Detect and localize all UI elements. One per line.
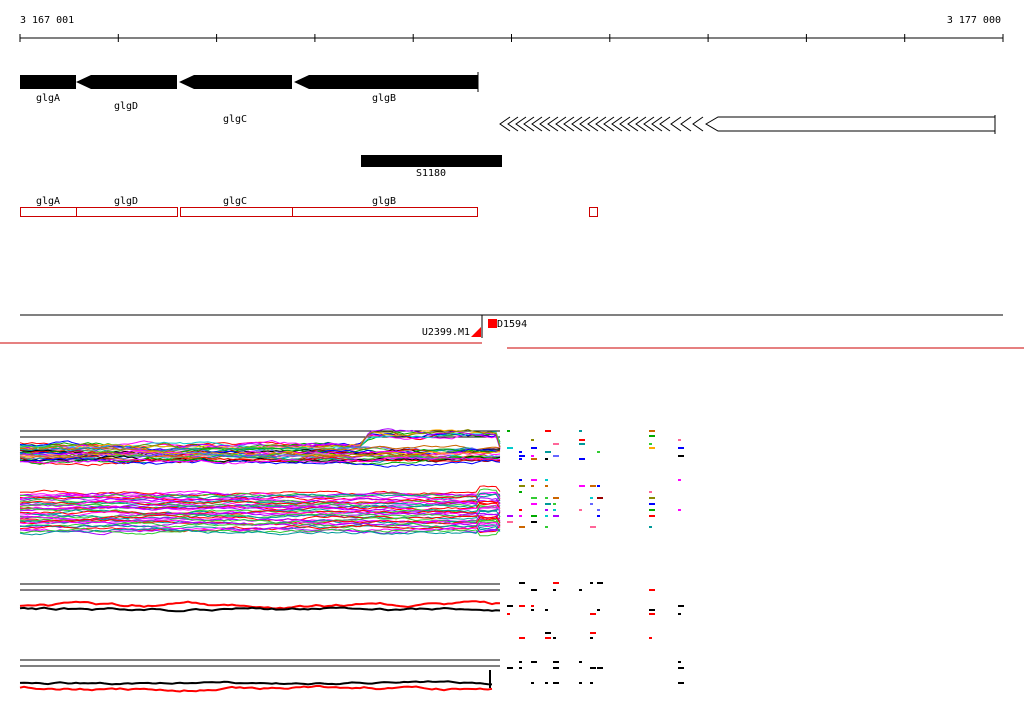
expression-trace-red bbox=[19, 600, 501, 610]
chevron-arrow bbox=[499, 116, 511, 132]
open-feature bbox=[499, 115, 996, 134]
chevron-arrow bbox=[579, 116, 591, 132]
expression-track-2 bbox=[19, 479, 681, 537]
chevron-arrow bbox=[555, 116, 567, 132]
annotation-glgC-box[interactable] bbox=[180, 207, 293, 217]
expression-trace bbox=[19, 451, 501, 462]
gene-glgD-arrow[interactable] bbox=[76, 75, 177, 89]
expression-trace bbox=[19, 498, 501, 506]
expression-trace-red bbox=[19, 685, 493, 693]
chevron-arrow bbox=[643, 116, 655, 132]
chevron-arrow bbox=[587, 116, 599, 132]
probe-label-right: D1594 bbox=[497, 319, 527, 330]
chevron-arrow bbox=[539, 116, 551, 132]
chevron-arrow bbox=[515, 116, 527, 132]
gene-glgD-label: glgD bbox=[114, 101, 138, 112]
chevron-arrow bbox=[692, 116, 704, 132]
expression-trace bbox=[20, 505, 501, 521]
expression-trace bbox=[19, 492, 501, 506]
gene-glgC-arrow[interactable] bbox=[179, 75, 292, 89]
expression-trace bbox=[19, 493, 501, 501]
expression-trace bbox=[19, 517, 501, 524]
chevron-arrow bbox=[531, 116, 543, 132]
annotation-glgA-label: glgA bbox=[36, 196, 60, 207]
open-feature-body[interactable] bbox=[705, 116, 996, 132]
chevron-arrow bbox=[619, 116, 631, 132]
expression-trace bbox=[19, 509, 501, 521]
chevron-arrow bbox=[611, 116, 623, 132]
expression-track-4 bbox=[19, 659, 684, 693]
expression-track-1 bbox=[19, 428, 684, 468]
probe-track: U2399.M1 D1594 bbox=[0, 314, 1024, 349]
chevron-arrow bbox=[507, 116, 519, 132]
annotation-glgD-box[interactable] bbox=[76, 207, 178, 217]
chevron-arrow bbox=[571, 116, 583, 132]
probe-marker-right[interactable] bbox=[488, 319, 497, 328]
annotation-glgD-label: glgD bbox=[114, 196, 138, 207]
expression-trace bbox=[19, 526, 501, 536]
chevron-arrow bbox=[595, 116, 607, 132]
gene-glgA-arrow[interactable] bbox=[20, 75, 76, 89]
probe-marker-left[interactable] bbox=[471, 327, 481, 337]
expression-trace bbox=[19, 502, 501, 510]
expression-trace bbox=[19, 455, 501, 464]
chevron-arrows bbox=[499, 116, 704, 132]
gene-track: glgA glgD glgC glgB bbox=[20, 72, 479, 125]
probe-label-left: U2399.M1 bbox=[422, 327, 470, 338]
chevron-arrow bbox=[635, 116, 647, 132]
annotation-glgA-box[interactable] bbox=[20, 207, 77, 217]
expression-trace-black bbox=[19, 606, 501, 613]
antisense-feature: S1180 bbox=[361, 155, 502, 179]
expression-trace bbox=[19, 451, 501, 462]
chevron-arrow bbox=[523, 116, 535, 132]
annotation-track: glgA glgD glgC glgB bbox=[20, 196, 598, 217]
coordinate-ruler: 3 167 001 3 177 000 bbox=[19, 15, 1004, 42]
annotation-small-box[interactable] bbox=[589, 207, 598, 217]
chevron-arrow bbox=[547, 116, 559, 132]
gene-glgB-label: glgB bbox=[372, 93, 396, 104]
annotation-glgC-label: glgC bbox=[223, 196, 247, 207]
chevron-arrow bbox=[651, 116, 663, 132]
expression-trace bbox=[19, 431, 501, 450]
chevron-arrow bbox=[603, 116, 615, 132]
gene-glgA-label: glgA bbox=[36, 93, 60, 104]
expression-trace bbox=[19, 491, 501, 503]
annotation-glgB-label: glgB bbox=[372, 196, 396, 207]
ruler-start-label: 3 167 001 bbox=[20, 15, 74, 26]
chevron-arrow bbox=[670, 116, 682, 132]
expression-trace-black bbox=[19, 680, 493, 686]
chevron-arrow bbox=[659, 116, 671, 132]
gene-glgB-arrow[interactable] bbox=[294, 75, 478, 89]
gene-glgC-label: glgC bbox=[223, 114, 247, 125]
chevron-arrow bbox=[563, 116, 575, 132]
ruler-ticks bbox=[19, 34, 1004, 42]
ruler-end-label: 3 177 000 bbox=[947, 15, 1001, 26]
expression-trace bbox=[19, 491, 501, 503]
antisense-feature-label: S1180 bbox=[416, 168, 446, 179]
chevron-arrow bbox=[680, 116, 692, 132]
annotation-glgB-box[interactable] bbox=[292, 207, 478, 217]
antisense-feature-bar[interactable] bbox=[361, 155, 502, 167]
chevron-arrow bbox=[627, 116, 639, 132]
expression-trace bbox=[19, 497, 501, 509]
expression-track-3 bbox=[19, 582, 684, 639]
expression-trace bbox=[19, 444, 501, 456]
expression-trace bbox=[19, 519, 501, 527]
expression-trace bbox=[19, 456, 501, 465]
